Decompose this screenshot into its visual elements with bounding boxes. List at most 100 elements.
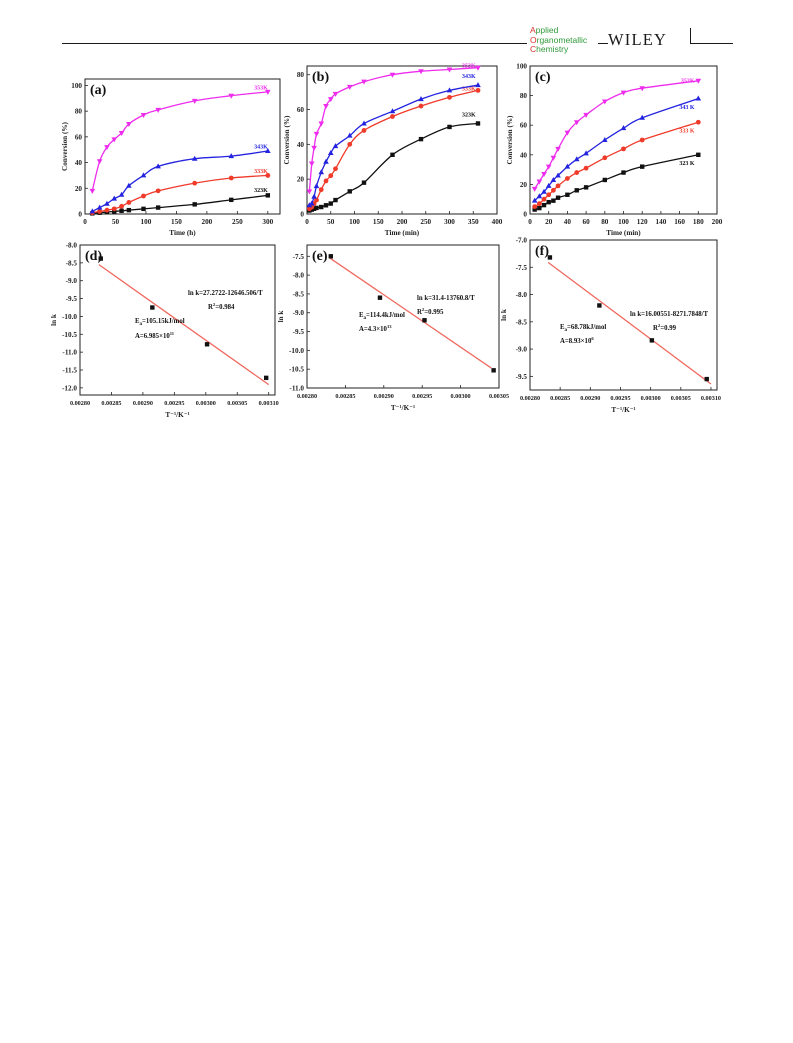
x-tick-label: 0.00285 — [335, 393, 355, 400]
data-point — [550, 187, 556, 193]
header-rule — [62, 43, 527, 44]
journal-logo: Applied Organometallic Chemistry — [530, 25, 587, 55]
x-tick-label: 0.00280 — [520, 395, 540, 402]
series-line-333K — [534, 121, 699, 208]
y-tick-label: -7.0 — [516, 237, 528, 245]
x-tick-label: 0.00285 — [550, 395, 570, 402]
data-point — [390, 152, 395, 157]
data-point — [119, 203, 124, 209]
chart-panel-b: 0 50 100 150 200 250 300 350 400 0 20 40 60 80 Time (m… — [283, 64, 503, 237]
series-label: 343K — [462, 74, 476, 80]
data-point — [314, 205, 319, 211]
series-label: 333K — [254, 169, 268, 175]
y-tick-label: -7.5 — [516, 264, 528, 272]
data-point — [446, 87, 453, 93]
x-tick-label: 0.00305 — [671, 395, 691, 402]
plot-frame — [306, 244, 500, 389]
plot-frame — [529, 239, 718, 391]
panel-label: (f) — [535, 244, 549, 259]
y-axis-label: Conversion (%) — [283, 115, 291, 165]
y-tick-label: 40 — [297, 141, 305, 149]
data-point — [565, 176, 570, 181]
data-point — [447, 94, 452, 100]
data-point — [347, 141, 353, 147]
data-point — [155, 188, 161, 194]
data-point — [228, 175, 234, 181]
y-tick-label: -8.0 — [66, 242, 78, 250]
data-point — [602, 177, 607, 183]
data-point — [541, 172, 547, 178]
x-axis-label: T⁻¹/K⁻¹ — [165, 411, 189, 419]
data-point — [583, 165, 589, 171]
y-tick-label: 20 — [75, 185, 83, 193]
y-tick-label: -11.5 — [62, 367, 77, 375]
data-point — [649, 338, 655, 343]
x-tick-label: 0.00280 — [297, 393, 317, 400]
x-tick-label: 100 — [349, 218, 360, 226]
chart-panel-a: 0 50 100 150 200 250 300 0 20 40 60 80 100 Time (h) Co… — [61, 78, 281, 237]
x-axis-label: Time (min) — [606, 229, 641, 237]
data-point — [308, 161, 315, 167]
journal-logo-line-1: Applied — [530, 25, 559, 35]
data-point — [119, 208, 124, 213]
y-tick-label: 20 — [520, 181, 528, 189]
series-label: 323 K — [679, 161, 695, 167]
data-point — [361, 79, 367, 85]
data-point — [311, 206, 317, 211]
data-point — [602, 99, 608, 105]
data-point — [141, 193, 146, 199]
data-point — [191, 98, 198, 104]
chart-panel-c: 0 20 40 60 80 100 120 140 160 180 200 0 20 40 60 80 100 T… — [506, 63, 723, 238]
x-tick-label: 0.00300 — [451, 393, 471, 400]
data-point — [695, 78, 702, 84]
y-tick-label: -8.0 — [293, 272, 305, 280]
data-point — [313, 131, 320, 137]
y-tick-label: -10.0 — [62, 313, 77, 321]
data-point — [319, 204, 324, 210]
y-tick-label: -7.5 — [293, 253, 305, 261]
y-tick-label: 40 — [75, 159, 83, 167]
panel-label: (c) — [535, 70, 551, 85]
data-point — [389, 108, 396, 114]
data-point — [150, 305, 155, 310]
chart-panel-d: 0.00280 0.00285 0.00290 0.00295 0.00300 0.003… — [50, 242, 279, 420]
x-tick-label: 40 — [564, 218, 572, 226]
series-label: 353K — [254, 85, 268, 91]
data-point — [263, 375, 269, 381]
data-point — [597, 303, 602, 308]
data-point — [446, 67, 453, 73]
panel-label: (e) — [312, 249, 328, 264]
y-tick-label: -9.0 — [66, 277, 78, 285]
fit-equation: ln k=16.00551-8271.7848/T — [630, 311, 709, 318]
x-tick-label: 20 — [545, 218, 553, 226]
data-point — [346, 132, 353, 138]
data-point — [265, 148, 271, 153]
x-tick-label: 140 — [656, 218, 667, 226]
series-line-323K — [534, 154, 699, 211]
data-point — [192, 202, 197, 207]
data-point — [491, 368, 496, 373]
data-point — [536, 179, 543, 185]
data-point — [564, 163, 571, 169]
x-tick-label: 50 — [327, 218, 335, 226]
data-point — [361, 128, 367, 133]
data-point — [602, 155, 608, 161]
fit-equation: ln k=27.2722-12646.506/T — [188, 290, 263, 297]
data-point — [418, 69, 424, 75]
activation-energy: Ea=68.78kJ/mol — [560, 324, 606, 333]
data-point — [418, 136, 424, 142]
x-axis-label: T⁻¹/K⁻¹ — [391, 404, 415, 412]
chart-panel-f: 0.00280 0.00285 0.00290 0.00295 0.00300 0.003… — [500, 237, 721, 415]
data-point — [639, 114, 645, 120]
y-tick-label: -8.5 — [516, 318, 528, 326]
y-axis-label: ln k — [500, 309, 508, 321]
data-point — [547, 255, 553, 260]
data-point — [537, 205, 542, 211]
y-axis-label: ln k — [277, 311, 285, 323]
x-axis-label: Time (min) — [385, 229, 420, 237]
data-point — [545, 182, 552, 188]
series-line-333K — [309, 89, 479, 210]
x-tick-label: 0 — [83, 218, 87, 226]
data-point — [555, 146, 561, 152]
